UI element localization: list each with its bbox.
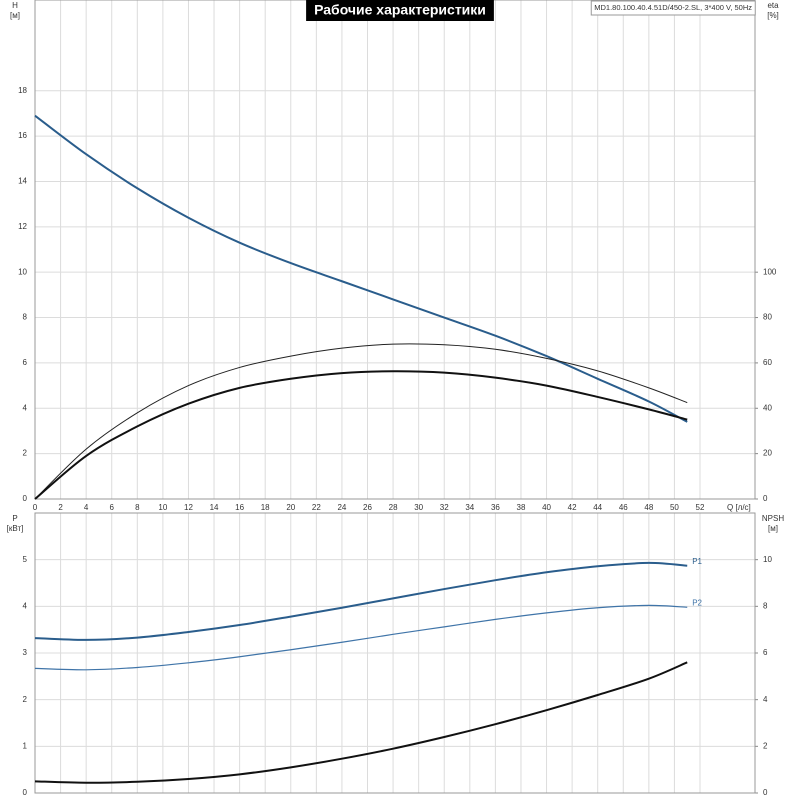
y2-axis-label: NPSH: [762, 514, 784, 523]
y-tick-label: 4: [23, 403, 28, 412]
curve: [34, 370, 688, 500]
y-tick-label: 10: [18, 267, 27, 276]
x-tick-label: 52: [696, 503, 705, 512]
curve: [34, 114, 688, 423]
x-axis-label: Q [л/с]: [727, 503, 751, 512]
x-tick-label: 40: [542, 503, 551, 512]
y2-tick-label: 2: [763, 741, 768, 750]
x-tick-label: 30: [414, 503, 423, 512]
title-box: [306, 0, 494, 21]
y2-tick-label: 80: [763, 313, 772, 322]
x-tick-label: 10: [158, 503, 167, 512]
x-tick-label: 26: [363, 503, 372, 512]
model-label: MD1.80.100.40.4.51D/450-2.SL, 3*400 V, 5…: [594, 3, 752, 12]
series-label: P2: [692, 598, 702, 607]
x-tick-label: 44: [593, 503, 602, 512]
y-axis-label: P: [12, 514, 17, 523]
x-tick-label: 20: [286, 503, 295, 512]
y2-axis-unit: [м]: [768, 524, 778, 533]
curve: [34, 561, 688, 641]
series-label: P1: [692, 557, 702, 566]
y-tick-label: 8: [23, 313, 28, 322]
curve: [34, 343, 688, 500]
y-tick-label: 5: [23, 555, 28, 564]
x-tick-label: 36: [491, 503, 500, 512]
x-tick-label: 0: [33, 503, 38, 512]
y-tick-label: 0: [23, 788, 28, 797]
x-tick-label: 46: [619, 503, 628, 512]
y-tick-label: 4: [23, 601, 28, 610]
y-tick-label: 0: [23, 494, 28, 503]
y-tick-label: 16: [18, 131, 27, 140]
y2-tick-label: 10: [763, 555, 772, 564]
curve: [34, 661, 688, 784]
x-tick-label: 48: [644, 503, 653, 512]
x-tick-label: 8: [135, 503, 140, 512]
x-tick-label: 12: [184, 503, 193, 512]
x-tick-label: 42: [568, 503, 577, 512]
x-tick-label: 6: [110, 503, 115, 512]
curve: [34, 604, 688, 671]
x-tick-label: 18: [261, 503, 270, 512]
y-tick-label: 2: [23, 449, 28, 458]
y2-tick-label: 0: [763, 788, 768, 797]
y2-tick-label: 4: [763, 695, 768, 704]
y-tick-label: 1: [23, 741, 28, 750]
y2-tick-label: 20: [763, 449, 772, 458]
y2-axis-unit: [%]: [767, 11, 779, 20]
x-tick-label: 4: [84, 503, 89, 512]
y2-axis-label: eta: [767, 1, 779, 10]
x-tick-label: 24: [337, 503, 346, 512]
y2-tick-label: 100: [763, 267, 777, 276]
y-tick-label: 2: [23, 695, 28, 704]
x-tick-label: 16: [235, 503, 244, 512]
x-tick-label: 22: [312, 503, 321, 512]
y-axis-unit: [м]: [10, 11, 20, 20]
x-tick-label: 34: [465, 503, 474, 512]
x-tick-label: 32: [440, 503, 449, 512]
x-tick-label: 38: [517, 503, 526, 512]
x-tick-label: 14: [210, 503, 219, 512]
plot-frame: [34, 0, 756, 500]
x-tick-label: 2: [58, 503, 63, 512]
x-tick-label: 50: [670, 503, 679, 512]
y-axis-unit: [кВт]: [7, 524, 24, 533]
y-tick-label: 14: [18, 177, 27, 186]
y2-tick-label: 8: [763, 601, 768, 610]
y-tick-label: 6: [23, 358, 28, 367]
x-tick-label: 28: [389, 503, 398, 512]
y-axis-label: H: [12, 1, 18, 10]
y-tick-label: 12: [18, 222, 27, 231]
y2-tick-label: 40: [763, 403, 772, 412]
y-tick-label: 18: [18, 86, 27, 95]
model-box: [590, 0, 756, 16]
y2-tick-label: 6: [763, 648, 768, 657]
chart-title: Рабочие характеристики: [314, 2, 486, 18]
y2-tick-label: 60: [763, 358, 772, 367]
plot-frame: [34, 512, 756, 794]
y2-tick-label: 0: [763, 494, 768, 503]
y-tick-label: 3: [23, 648, 28, 657]
